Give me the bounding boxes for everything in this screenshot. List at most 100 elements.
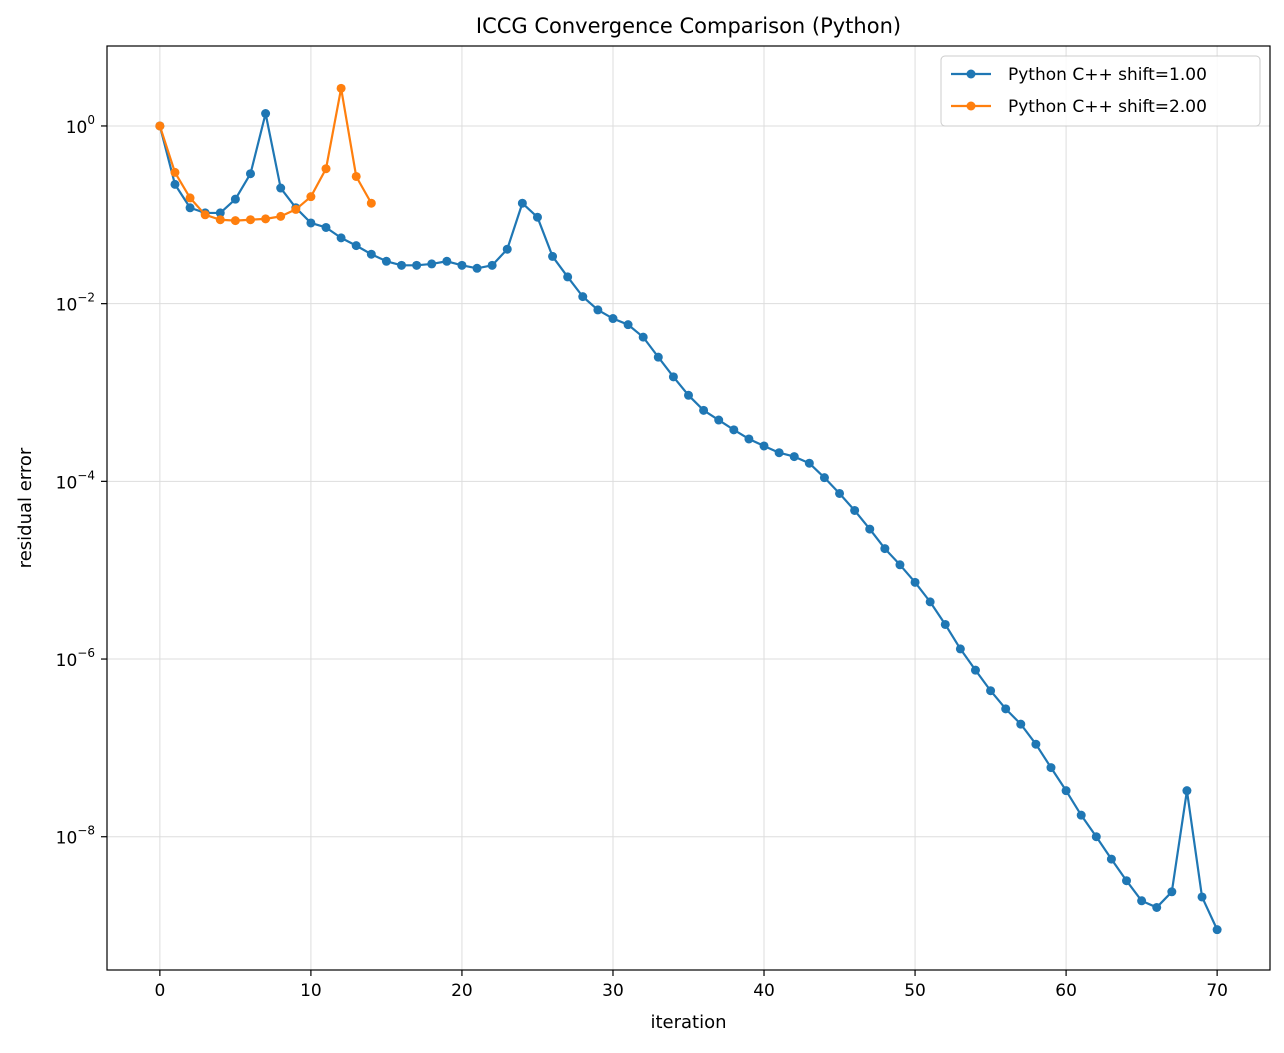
data-point	[699, 405, 709, 415]
x-axis-ticks: 0 10 20 30 40 50 60 70	[154, 970, 1228, 1001]
y-tick-label-exponent: −4	[77, 468, 95, 482]
data-point	[185, 193, 195, 203]
x-tick-label: 10	[300, 981, 322, 1001]
data-point	[578, 292, 588, 302]
data-point	[880, 544, 890, 554]
data-point	[789, 452, 799, 462]
data-point	[1197, 892, 1207, 902]
data-point	[608, 314, 618, 324]
data-point	[970, 665, 980, 675]
data-point	[955, 644, 965, 654]
data-point	[744, 434, 754, 444]
data-point	[986, 686, 996, 696]
data-point	[850, 505, 860, 515]
data-point	[200, 210, 210, 220]
data-point	[321, 164, 331, 174]
y-tick-label: 10−4	[56, 468, 95, 493]
data-point	[729, 425, 739, 435]
data-point	[336, 83, 346, 93]
data-point	[321, 222, 331, 232]
data-point	[1122, 876, 1132, 886]
data-point	[170, 167, 180, 177]
data-point	[548, 251, 558, 261]
data-point	[1106, 854, 1116, 864]
y-tick-label-base: 10	[66, 118, 88, 138]
y-tick-label-base: 10	[56, 829, 78, 849]
x-tick-label: 40	[753, 981, 775, 1001]
data-point	[412, 260, 422, 270]
data-point	[714, 415, 724, 425]
data-point	[865, 524, 875, 534]
data-point	[759, 441, 769, 451]
data-point	[1031, 739, 1041, 749]
data-point	[774, 448, 784, 458]
data-point	[517, 198, 527, 208]
grid-lines	[107, 46, 1270, 970]
legend: Python C++ shift=1.00 Python C++ shift=2.…	[940, 55, 1261, 127]
data-point	[638, 332, 648, 342]
legend-entry: Python C++ shift=1.00	[951, 65, 1207, 85]
data-point	[366, 249, 376, 259]
data-point	[336, 233, 346, 243]
data-point	[397, 260, 407, 270]
data-point	[245, 215, 255, 225]
data-point	[925, 597, 935, 607]
data-point	[653, 352, 663, 362]
legend-label: Python C++ shift=1.00	[1008, 65, 1207, 85]
y-tick-label: 10−6	[56, 646, 95, 671]
data-point	[819, 473, 829, 483]
x-tick-label: 60	[1055, 981, 1077, 1001]
series-layer	[155, 83, 1222, 935]
data-point	[1137, 896, 1147, 906]
data-point	[1016, 719, 1026, 729]
x-tick-label: 50	[904, 981, 926, 1001]
data-point	[487, 260, 497, 270]
data-point	[895, 560, 905, 570]
data-point	[457, 260, 467, 270]
y-tick-label-exponent: −2	[77, 291, 95, 305]
y-tick-label-base: 10	[56, 296, 78, 316]
data-point	[306, 218, 316, 228]
data-point	[1001, 704, 1011, 714]
data-point	[472, 263, 482, 273]
data-point	[684, 390, 693, 400]
data-point	[593, 305, 603, 315]
data-point	[215, 215, 225, 225]
x-tick-label: 0	[154, 981, 165, 1001]
legend-entry: Python C++ shift=2.00	[951, 97, 1207, 117]
data-point	[1182, 786, 1192, 796]
data-point	[910, 577, 920, 587]
data-point	[245, 169, 255, 179]
data-point	[230, 216, 240, 226]
data-point	[532, 212, 542, 222]
data-point	[563, 272, 573, 282]
data-point	[1212, 925, 1222, 935]
plot-frame	[106, 45, 1271, 971]
chart-title: ICCG Convergence Comparison (Python)	[476, 14, 901, 38]
data-point	[306, 192, 316, 202]
y-tick-label-base: 10	[56, 651, 78, 671]
data-point	[1061, 786, 1071, 796]
data-point	[381, 256, 391, 266]
series-2	[155, 83, 376, 226]
y-tick-label: 100	[66, 113, 95, 138]
x-axis-label: iteration	[650, 1012, 726, 1033]
legend-label: Python C++ shift=2.00	[1008, 97, 1207, 117]
data-point	[276, 183, 286, 193]
data-point	[261, 109, 271, 119]
data-point	[185, 203, 195, 213]
data-point	[230, 194, 240, 204]
x-tick-label: 30	[602, 981, 624, 1001]
data-point	[1167, 887, 1177, 897]
data-point	[1046, 763, 1056, 773]
data-point	[276, 211, 286, 221]
x-tick-label: 70	[1206, 981, 1228, 1001]
y-axis-label: residual error	[15, 447, 36, 568]
legend-swatch-marker	[966, 101, 976, 111]
data-point	[668, 372, 678, 382]
y-tick-label-base: 10	[56, 473, 78, 493]
data-point	[804, 458, 814, 468]
